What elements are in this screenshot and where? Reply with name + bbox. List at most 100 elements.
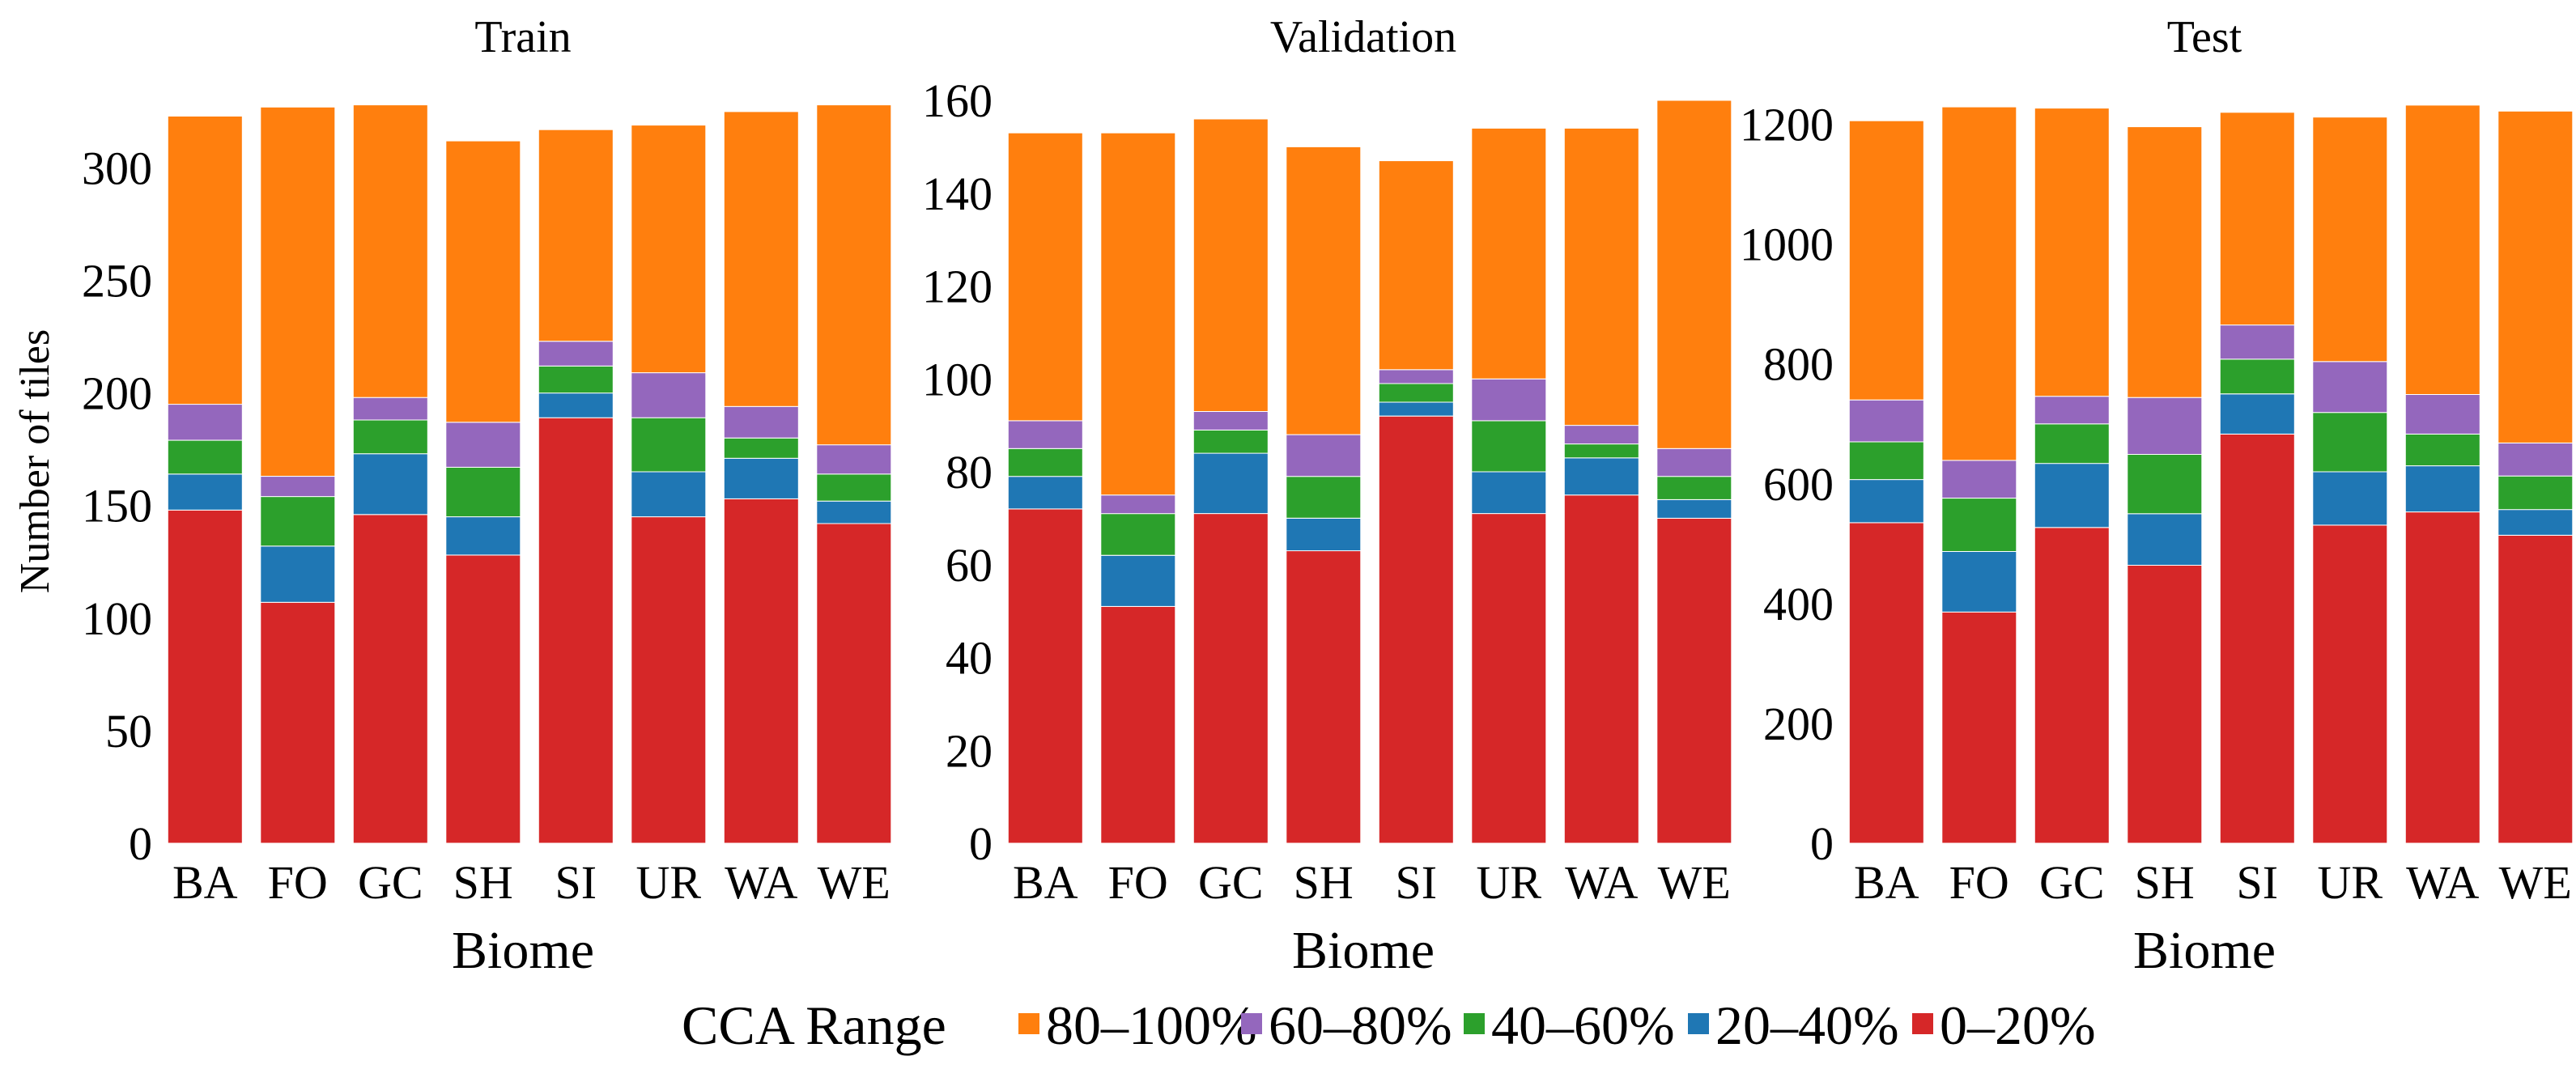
bar-segment-fo-4	[1941, 106, 2017, 461]
bar-segment-wa-0	[1563, 494, 1639, 844]
y-tick-label: 250	[82, 255, 152, 308]
bar-segment-wa-3	[723, 405, 799, 439]
bar-segment-sh-3	[1286, 434, 1362, 477]
bar-segment-si-2	[2219, 358, 2295, 395]
bar-segment-ba-2	[167, 439, 243, 475]
x-tick-label: WE	[2499, 856, 2572, 909]
bar-segment-ur-3	[631, 372, 707, 418]
y-tick-label: 80	[946, 446, 993, 498]
bar-segment-si-0	[1378, 415, 1454, 844]
x-tick-label: FO	[268, 856, 328, 909]
bar-segment-gc-1	[2034, 463, 2110, 528]
bar-segment-wa-4	[2404, 104, 2480, 395]
x-tick-label: FO	[1949, 856, 2009, 909]
y-tick-label: 800	[1763, 338, 1834, 391]
bar-segment-we-2	[1656, 476, 1732, 500]
bar-segment-ur-0	[631, 516, 707, 844]
bar-segment-sh-4	[445, 140, 521, 423]
x-tick-label: WA	[725, 856, 797, 909]
bar-segment-we-2	[816, 473, 892, 502]
bar-segment-ba-3	[1007, 420, 1083, 449]
bar-segment-we-3	[1656, 448, 1732, 477]
chart-panel-validation: Validation BA FO GC SH SI UR WA WE 0 20 40 60 80 100 12…	[922, 12, 1732, 980]
y-tick-label: 0	[1810, 817, 1834, 870]
y-tick-label: 200	[1763, 698, 1834, 750]
x-tick-label: WE	[818, 856, 891, 909]
x-axis-label: Biome	[452, 921, 594, 980]
bar-segment-sh-4	[1286, 146, 1362, 435]
bar-segment-gc-1	[352, 453, 428, 515]
bar-segment-we-1	[816, 500, 892, 524]
bar-segment-wa-0	[723, 498, 799, 844]
bar-segment-si-4	[538, 129, 614, 342]
legend-title: CCA Range	[682, 995, 946, 1056]
bar-segment-wa-1	[1563, 457, 1639, 496]
bar-segment-wa-2	[723, 437, 799, 459]
bar-segment-gc-4	[352, 104, 428, 398]
bar-segment-we-1	[1656, 498, 1732, 519]
bar-segment-ur-0	[2312, 524, 2388, 844]
x-tick-label: WA	[2406, 856, 2479, 909]
y-tick-label: 1200	[1740, 99, 1834, 151]
y-tick-label: 50	[105, 705, 152, 757]
bar-segment-sh-0	[445, 554, 521, 844]
legend-item-label: 0–20%	[1940, 995, 2096, 1056]
bar-segment-sh-2	[2127, 454, 2203, 515]
x-tick-label: SH	[2135, 856, 2195, 909]
bar-segment-gc-2	[352, 419, 428, 455]
bar-segment-wa-1	[723, 457, 799, 499]
bar-segment-fo-4	[1100, 132, 1176, 496]
bar-segment-si-2	[538, 365, 614, 394]
bar-segment-we-3	[2497, 443, 2574, 477]
y-tick-label: 400	[1763, 578, 1834, 630]
bar-segment-gc-4	[1192, 118, 1269, 412]
bar-segment-ba-0	[1007, 508, 1083, 844]
bar-segment-we-0	[816, 523, 892, 844]
y-tick-label: 1000	[1740, 218, 1834, 271]
y-tick-label: 150	[82, 480, 152, 532]
bar-segment-ur-3	[1471, 378, 1547, 422]
bar-segment-wa-1	[2404, 465, 2480, 513]
x-tick-label: FO	[1108, 856, 1168, 909]
bar-segment-ba-2	[1007, 448, 1083, 477]
bar-segment-sh-3	[2127, 397, 2203, 456]
bar-segment-we-2	[2497, 475, 2574, 511]
bar-segment-ur-1	[2312, 471, 2388, 526]
x-tick-label: WA	[1565, 856, 1638, 909]
bar-segment-fo-0	[1941, 611, 2017, 844]
x-tick-label: GC	[2039, 856, 2105, 909]
y-tick-label: 100	[922, 353, 993, 405]
bar-segment-si-4	[1378, 160, 1454, 371]
bar-segment-fo-1	[1100, 554, 1176, 607]
x-axis-label: Biome	[2133, 921, 2276, 980]
x-tick-label: BA	[1013, 856, 1078, 909]
bar-segment-fo-1	[1941, 551, 2017, 613]
bar-segment-ur-2	[1471, 420, 1547, 473]
bar-segment-sh-1	[1286, 517, 1362, 552]
bar-segment-ba-0	[1848, 522, 1924, 844]
y-tick-label: 140	[922, 168, 993, 220]
legend-swatch	[1912, 1013, 1933, 1034]
bar-segment-si-4	[2219, 112, 2295, 326]
bar-segment-fo-2	[260, 496, 336, 547]
legend-item-label: 40–60%	[1491, 995, 1675, 1056]
y-tick-label: 0	[969, 817, 993, 870]
chart-panel-train: Train BA FO GC SH SI UR WA WE 0 50 100 150 200 250 300 B…	[82, 12, 892, 980]
y-tick-label: 600	[1763, 458, 1834, 511]
bar-segment-gc-1	[1192, 452, 1269, 515]
bar-segment-gc-2	[2034, 423, 2110, 465]
chart-title: Validation	[1270, 12, 1456, 62]
bar-segment-ba-2	[1848, 441, 1924, 481]
bar-segment-si-1	[2219, 393, 2295, 435]
bar-segment-ur-1	[631, 471, 707, 518]
y-tick-label: 0	[129, 817, 152, 870]
bar-segment-sh-0	[2127, 565, 2203, 844]
legend-swatch	[1688, 1013, 1709, 1034]
chart-title: Train	[474, 12, 571, 62]
bar-segment-wa-4	[723, 111, 799, 407]
bar-segment-sh-1	[445, 516, 521, 556]
y-tick-label: 100	[82, 592, 152, 645]
legend-swatch	[1464, 1013, 1485, 1034]
bar-segment-gc-2	[1192, 429, 1269, 454]
